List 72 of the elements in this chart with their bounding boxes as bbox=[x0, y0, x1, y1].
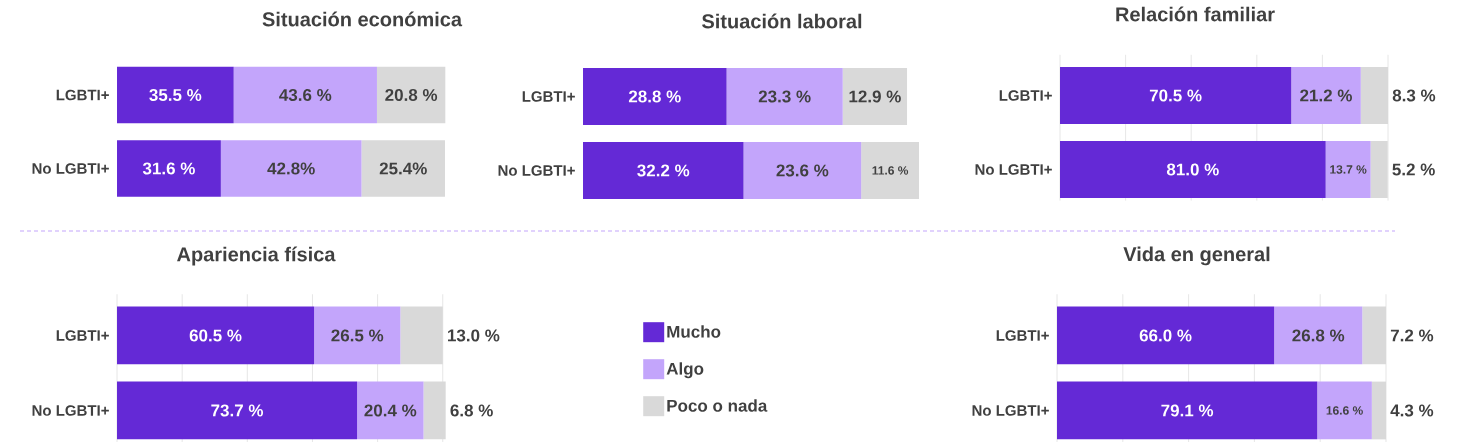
data-label: 25.4% bbox=[379, 162, 427, 175]
y-tick-label: LGBTI+ bbox=[56, 330, 109, 341]
y-tick-label: LGBTI+ bbox=[56, 89, 109, 101]
y-tick-label: LGBTI+ bbox=[999, 90, 1052, 101]
y-tick-label: No LGBTI+ bbox=[975, 164, 1052, 175]
legend-label: Mucho bbox=[667, 325, 721, 338]
bar bbox=[1291, 67, 1361, 124]
legend-label: Algo bbox=[666, 362, 704, 379]
bar bbox=[1057, 306, 1275, 365]
bar bbox=[1060, 67, 1292, 124]
data-label: 12.9 % bbox=[849, 90, 901, 103]
data-label: 70.5 % bbox=[1149, 89, 1202, 102]
data-label: 35.5 % bbox=[149, 88, 202, 102]
data-label: 31.6 % bbox=[142, 162, 195, 175]
data-label: 42.8% bbox=[267, 162, 315, 175]
bar bbox=[1317, 381, 1372, 440]
bar bbox=[117, 306, 315, 365]
bar bbox=[117, 66, 234, 124]
data-label: 21.2 % bbox=[1300, 89, 1352, 102]
chart-title: Situación laboral bbox=[702, 13, 862, 29]
bar bbox=[583, 68, 727, 125]
y-tick-label: No LGBTI+ bbox=[972, 405, 1049, 416]
data-label: 23.6 % bbox=[776, 164, 829, 177]
bar bbox=[220, 140, 362, 197]
data-label: 20.4 % bbox=[364, 404, 417, 417]
data-label: 32.2 % bbox=[637, 164, 690, 177]
bar bbox=[233, 66, 377, 124]
bar bbox=[314, 306, 401, 365]
data-label: 5.2 % bbox=[1392, 163, 1435, 176]
data-label: 20.8 % bbox=[385, 88, 438, 102]
bar bbox=[1274, 306, 1363, 365]
data-label: 73.7 % bbox=[211, 404, 264, 417]
data-label: 23.3 % bbox=[758, 90, 811, 103]
legend-label: Poco o nada bbox=[667, 399, 768, 412]
bar bbox=[1325, 141, 1371, 198]
data-label: 60.5 % bbox=[189, 329, 242, 342]
bar bbox=[376, 66, 446, 124]
bar bbox=[117, 140, 221, 197]
data-label: 4.3 % bbox=[1390, 404, 1434, 417]
y-tick-label: No LGBTI+ bbox=[32, 405, 109, 416]
data-label: 43.6 % bbox=[279, 88, 332, 102]
bar bbox=[743, 142, 862, 199]
data-label: 7.2 % bbox=[1390, 329, 1434, 342]
y-tick-label: LGBTI+ bbox=[522, 91, 575, 102]
y-tick-label: LGBTI+ bbox=[996, 330, 1049, 341]
data-label: 6.8 % bbox=[450, 404, 493, 417]
bar bbox=[726, 68, 843, 125]
bar bbox=[861, 142, 920, 199]
data-label: 79.1 % bbox=[1161, 404, 1214, 417]
chart-title: Apariencia física bbox=[177, 246, 336, 266]
chart-title: Vida en general bbox=[1123, 246, 1270, 266]
data-label: 13.0 % bbox=[448, 329, 500, 342]
bar bbox=[357, 381, 424, 440]
bar bbox=[361, 140, 445, 197]
y-tick-label: No LGBTI+ bbox=[498, 165, 575, 176]
bar bbox=[583, 142, 744, 199]
bar bbox=[1060, 141, 1326, 198]
data-label: 16.6 % bbox=[1326, 406, 1363, 415]
data-label: 81.0 % bbox=[1166, 163, 1219, 176]
chart-title: Relación familiar bbox=[1116, 6, 1275, 22]
data-label: 66.0 % bbox=[1139, 329, 1192, 342]
chart-title: Situación económica bbox=[262, 11, 463, 27]
data-label: 13.7 % bbox=[1330, 165, 1367, 174]
bar bbox=[117, 381, 358, 440]
data-label: 11.6 % bbox=[872, 166, 909, 175]
data-label: 26.5 % bbox=[331, 329, 384, 342]
y-tick-label: No LGBTI+ bbox=[32, 163, 109, 174]
bar bbox=[1057, 381, 1318, 440]
bar bbox=[842, 68, 908, 125]
data-label: 26.8 % bbox=[1292, 329, 1345, 342]
data-label: 8.3 % bbox=[1392, 89, 1436, 102]
data-label: 28.8 % bbox=[628, 90, 681, 103]
